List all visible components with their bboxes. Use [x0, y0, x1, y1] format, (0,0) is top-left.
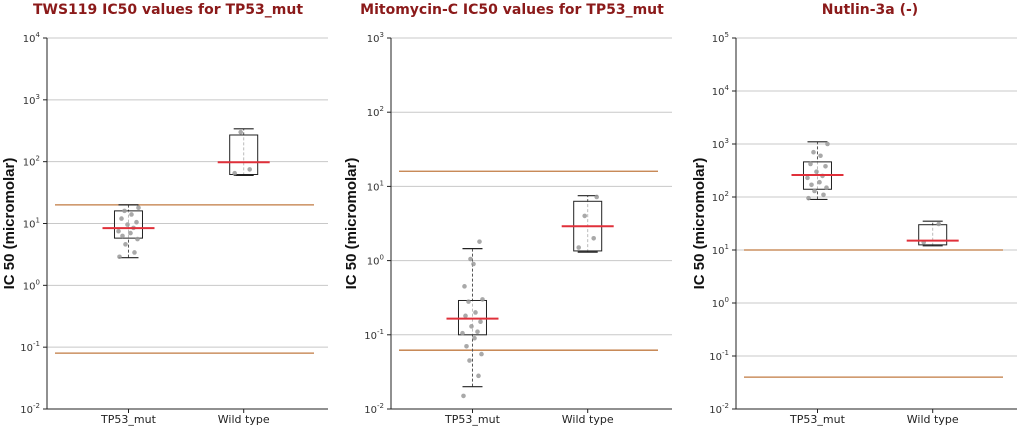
chart-title: TWS119 IC50 values for TP53_mut — [33, 2, 303, 18]
data-point — [818, 153, 823, 159]
data-point — [461, 393, 466, 399]
data-point — [805, 175, 810, 181]
data-point — [809, 182, 814, 188]
data-point — [476, 373, 481, 379]
data-point — [119, 216, 124, 221]
chart-title: Mitomycin-C IC50 values for TP53_mut — [360, 2, 664, 18]
data-point — [808, 161, 813, 167]
data-point — [475, 329, 480, 335]
x-tick-label: TP53_mut — [789, 413, 846, 426]
y-tick-label: 10-1 — [709, 349, 729, 363]
y-tick-label: 100 — [23, 278, 40, 292]
data-point — [479, 351, 484, 357]
y-tick-label: 101 — [367, 179, 384, 193]
y-tick-label: 10-2 — [364, 402, 384, 416]
data-point — [825, 141, 830, 147]
data-point — [467, 358, 472, 363]
data-point — [806, 195, 811, 201]
y-axis-label: IC 50 (micromolar) — [691, 158, 708, 290]
data-point — [460, 330, 465, 336]
y-tick-label: 103 — [23, 93, 40, 107]
data-point — [817, 179, 822, 185]
data-point — [464, 343, 469, 349]
y-tick-label: 10-1 — [20, 340, 40, 354]
data-point — [468, 256, 473, 262]
y-tick-label: 100 — [712, 296, 729, 310]
x-tick-label: Wild type — [218, 413, 270, 426]
y-tick-label: 105 — [712, 31, 729, 45]
data-point — [247, 167, 252, 172]
y-tick-label: 100 — [367, 254, 384, 268]
data-point — [823, 163, 828, 169]
data-point — [120, 233, 125, 239]
data-point — [478, 319, 483, 325]
data-point — [238, 129, 243, 135]
x-tick-label: TP53_mut — [444, 413, 501, 426]
data-point — [936, 221, 941, 227]
y-axis-label: IC 50 (micromolar) — [1, 158, 18, 290]
data-point — [232, 170, 237, 176]
data-point — [125, 222, 130, 227]
x-tick-label: Wild type — [907, 413, 959, 426]
data-point — [135, 236, 140, 242]
y-tick-label: 10-2 — [709, 402, 729, 416]
data-point — [136, 205, 141, 211]
data-point — [132, 250, 137, 255]
data-point — [462, 284, 467, 289]
y-tick-label: 10-1 — [364, 328, 384, 342]
box — [457, 299, 487, 336]
data-point — [812, 188, 817, 194]
data-point — [582, 213, 587, 219]
x-tick-label: TP53_mut — [100, 413, 157, 426]
y-tick-label: 103 — [712, 137, 729, 151]
y-tick-label: 102 — [23, 155, 40, 169]
y-tick-label: 104 — [712, 84, 730, 98]
data-point — [117, 254, 122, 260]
data-point — [466, 299, 471, 304]
y-axis-label: IC 50 (micromolar) — [343, 158, 360, 290]
data-point — [134, 219, 139, 225]
y-tick-label: 10-2 — [20, 402, 40, 416]
data-point — [811, 149, 816, 155]
y-tick-label: 103 — [367, 31, 384, 45]
data-point — [472, 335, 477, 341]
y-tick-label: 101 — [712, 243, 729, 257]
data-point — [814, 169, 819, 175]
data-point — [473, 310, 478, 315]
data-point — [576, 245, 581, 250]
data-point — [116, 228, 121, 234]
y-tick-label: 101 — [23, 217, 40, 231]
chart-title: Nutlin-3a (-) — [822, 2, 918, 18]
data-point — [480, 297, 485, 302]
data-point — [123, 242, 128, 247]
data-point — [477, 239, 482, 244]
box — [229, 134, 259, 176]
data-point — [129, 212, 134, 217]
x-tick-label: Wild type — [562, 413, 614, 426]
y-tick-label: 102 — [367, 105, 384, 119]
data-point — [821, 192, 826, 198]
data-point — [824, 185, 829, 190]
data-point — [469, 324, 474, 329]
y-tick-label: 102 — [712, 190, 729, 204]
y-tick-label: 104 — [23, 31, 41, 45]
data-point — [128, 230, 133, 236]
data-point — [122, 208, 127, 214]
data-point — [591, 235, 596, 241]
data-point — [463, 313, 468, 319]
data-point — [594, 194, 599, 200]
data-point — [471, 261, 476, 267]
